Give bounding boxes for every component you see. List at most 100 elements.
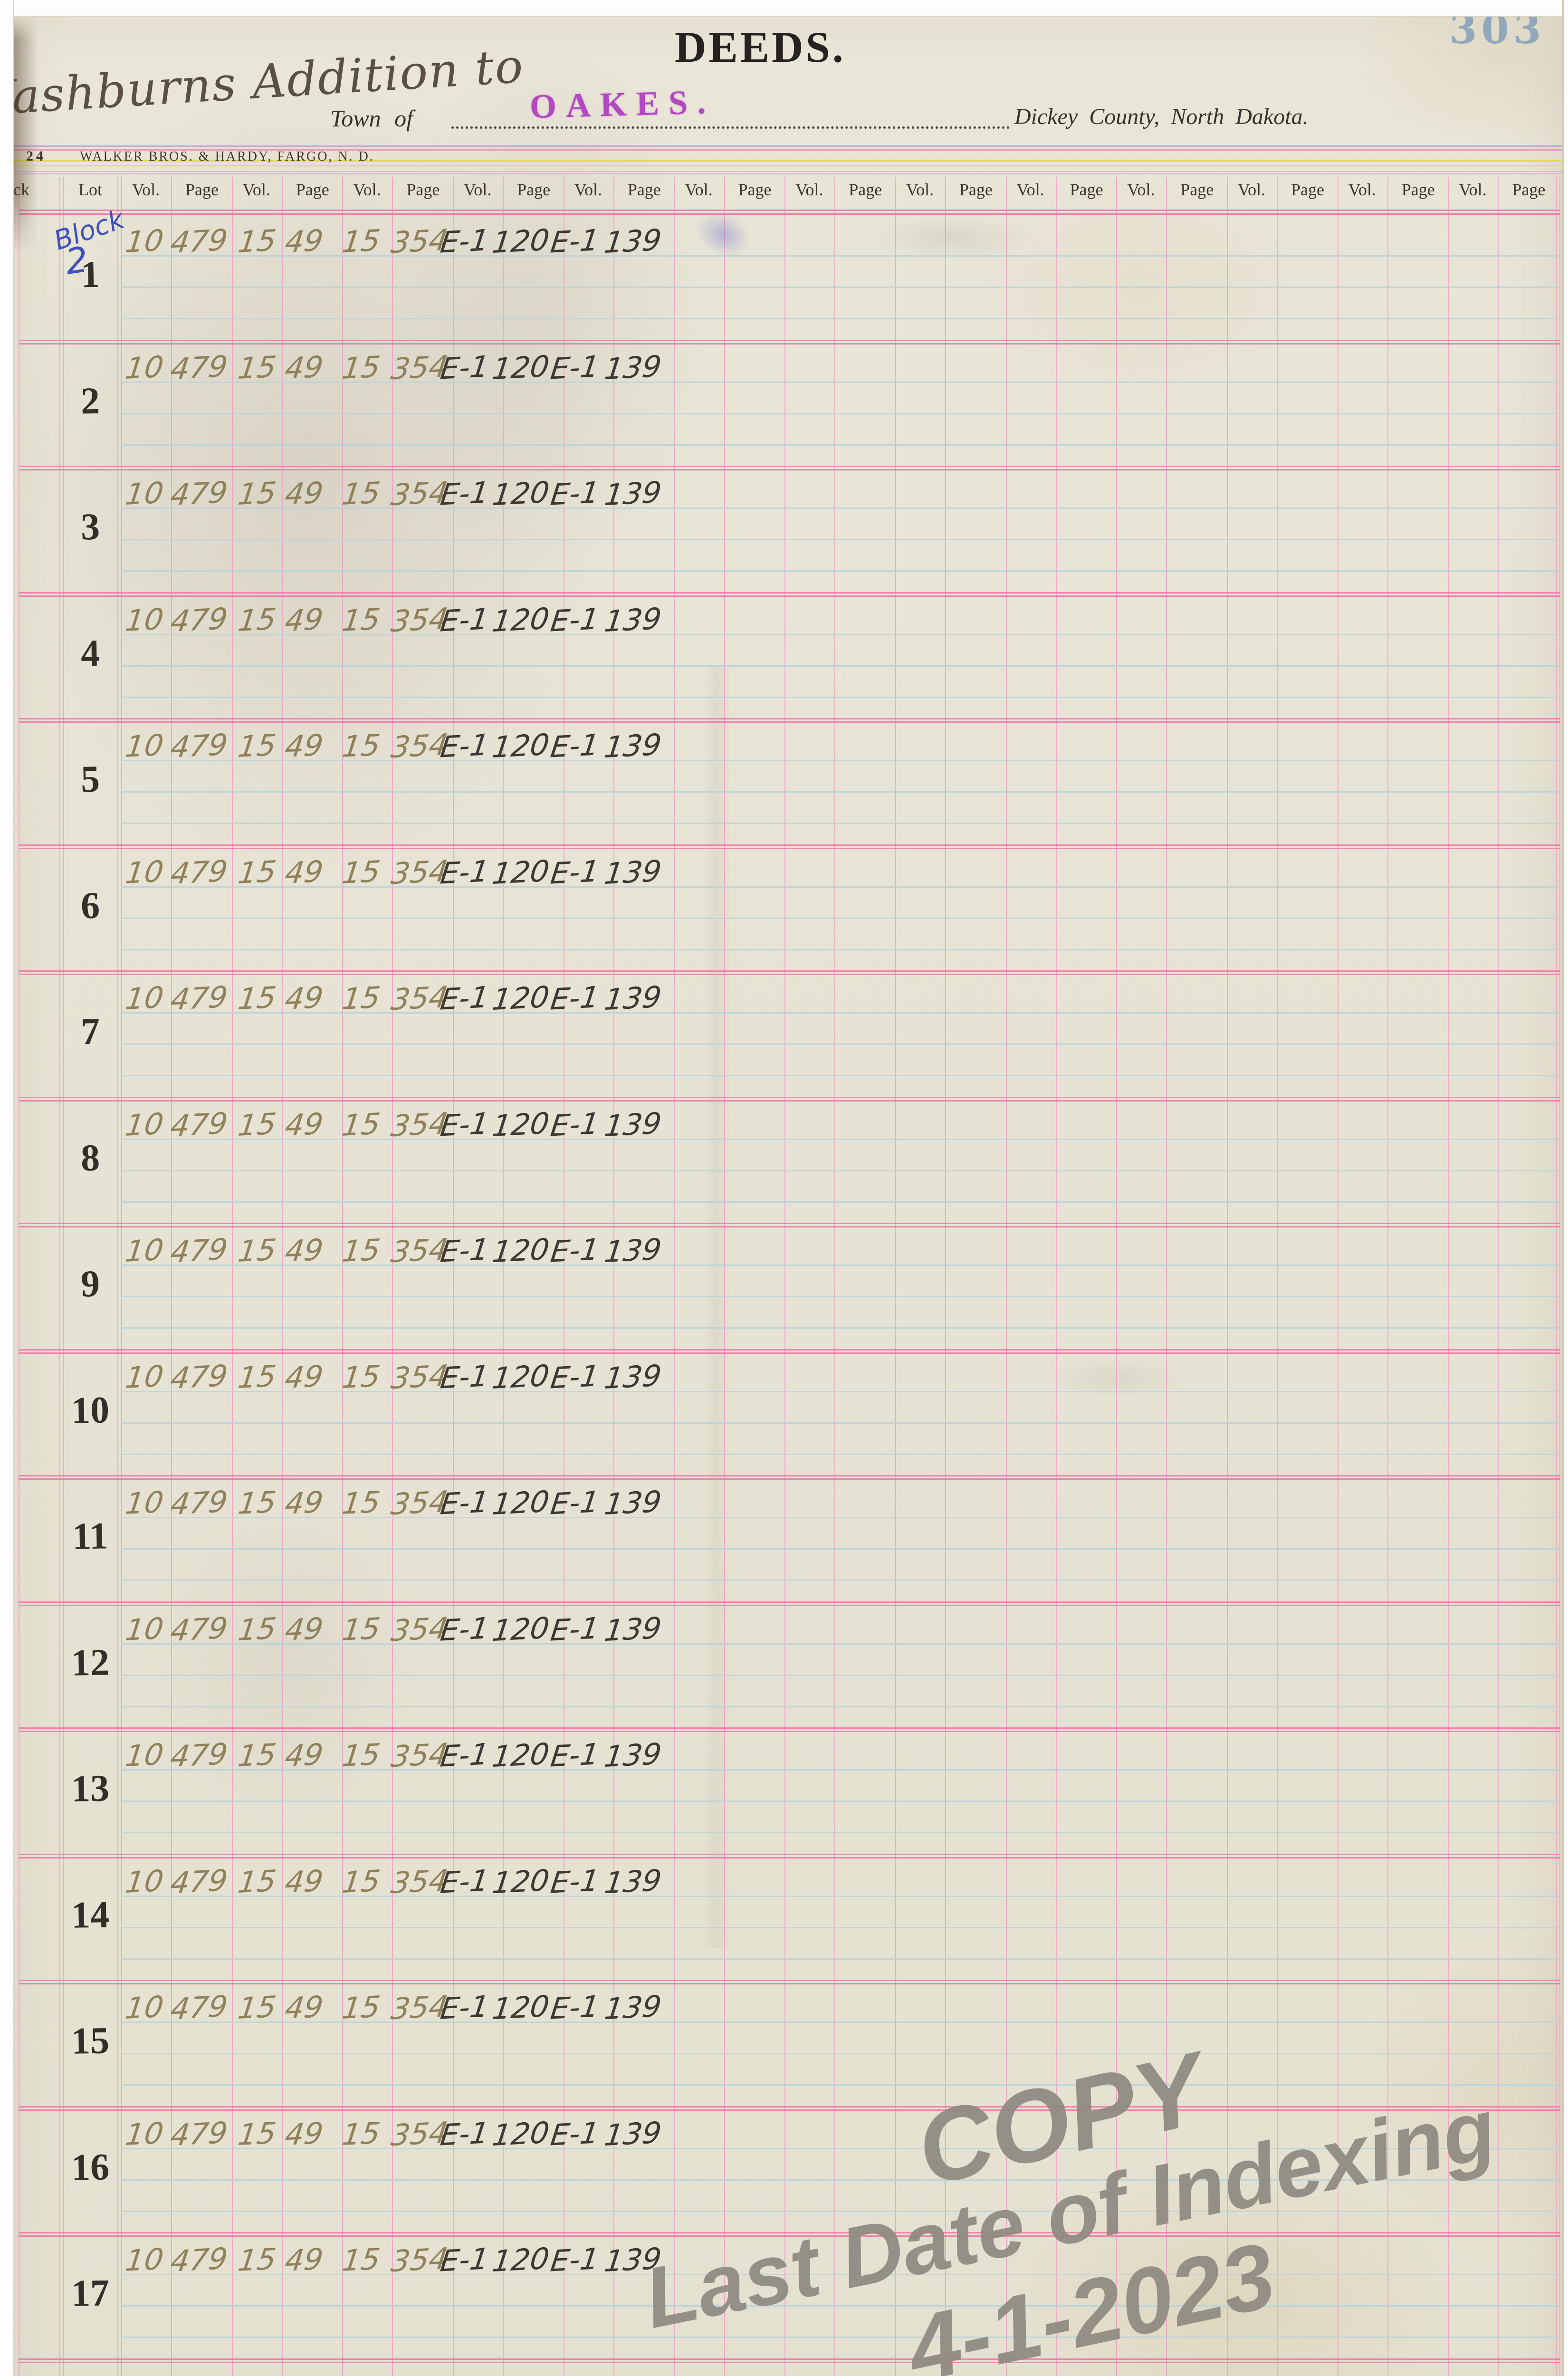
entry-vol: E-1 (438, 348, 491, 386)
gridline-vertical (117, 177, 118, 2376)
entry-page: 139 (602, 979, 664, 1017)
row-entries: 10 479 15 49 15 354 E-1 120 E-1 139 (0, 1349, 1568, 1475)
entry-vol: 15 (236, 2241, 278, 2279)
entry-vol: E-1 (548, 222, 602, 260)
entry-page: 139 (602, 1358, 664, 1396)
entry-page: 479 (168, 601, 230, 639)
ruled-line (121, 2305, 1558, 2307)
gridline-vertical (1055, 177, 1057, 2376)
ruled-line (121, 917, 1558, 919)
ruled-line (121, 287, 1558, 288)
gridline-vertical (453, 177, 454, 2376)
entry-page: 479 (168, 1484, 230, 1522)
row-entries: 10 479 15 49 15 354 E-1 120 E-1 139 (0, 1097, 1568, 1223)
ruled-line (121, 1801, 1558, 1802)
ruled-line (121, 255, 1558, 257)
row-entries: 10 479 15 49 15 354 E-1 120 E-1 139 (0, 1475, 1568, 1601)
entry-page: 49 (283, 1989, 325, 2026)
entry-vol: 15 (340, 222, 382, 260)
column-header-vol: Vol. (1127, 180, 1155, 199)
entry-vol: 10 (123, 1989, 166, 2026)
column-header-vol: Vol. (906, 180, 934, 199)
entry-vol: 15 (340, 727, 382, 765)
entry-vol: E-1 (548, 1862, 602, 1900)
entry-vol: 15 (340, 601, 382, 638)
ruled-line (121, 1044, 1558, 1045)
row-entries: 10 479 15 49 15 354 E-1 120 E-1 139 (0, 718, 1568, 844)
row-separator-line (19, 718, 1560, 719)
row-separator-line (19, 2232, 1560, 2233)
row-separator-line (19, 2109, 1560, 2111)
table-row: 14 10 479 15 49 15 354 E-1 120 E-1 139 (0, 1853, 1568, 1980)
ruled-line (121, 570, 1558, 572)
column-header-page: Page (738, 180, 772, 199)
row-separator-line (19, 974, 1560, 975)
entry-page: 49 (283, 1610, 325, 1648)
ruled-line (121, 318, 1558, 319)
entry-page: 139 (602, 1988, 664, 2027)
entry-page: 479 (168, 1610, 230, 1648)
entry-vol: E-1 (548, 2115, 602, 2153)
entry-page: 49 (283, 727, 325, 765)
row-entries (0, 2358, 1568, 2376)
row-entries: 10 479 15 49 15 354 E-1 120 E-1 139 (0, 1223, 1568, 1349)
table-row: 13 10 479 15 49 15 354 E-1 120 E-1 139 (0, 1727, 1568, 1854)
ruled-line (121, 1674, 1558, 1676)
row-separator-line (19, 1349, 1560, 1351)
row-entries: 10 479 15 49 15 354 E-1 120 E-1 139 (0, 1854, 1568, 1980)
column-header-page: Page (1070, 180, 1103, 199)
ruled-line (121, 1895, 1558, 1897)
entry-page: 479 (168, 348, 230, 386)
entry-vol: E-1 (548, 1358, 602, 1396)
entry-vol: 10 (123, 601, 166, 638)
row-entries: 10 479 15 49 15 354 E-1 120 E-1 139 (0, 592, 1568, 719)
entry-vol: 15 (236, 979, 278, 1017)
table-row: 10 10 479 15 49 15 354 E-1 120 E-1 139 (0, 1349, 1568, 1475)
column-header-page: Page (849, 180, 882, 199)
entry-vol: E-1 (438, 979, 491, 1017)
gridline-vertical (63, 177, 64, 2376)
entry-vol: 15 (340, 2241, 382, 2279)
gridline-vertical (503, 177, 504, 2376)
entry-vol: 15 (236, 727, 278, 765)
row-entries: 10 479 15 49 15 354 E-1 120 E-1 139 (0, 466, 1568, 592)
column-header-page: Page (1512, 180, 1546, 199)
row-entries: 10 479 15 49 15 354 E-1 120 E-1 139 (0, 340, 1568, 466)
table-row: 1 10 479 15 49 15 354 E-1 120 E-1 139 (0, 213, 1568, 340)
gridline-vertical (342, 177, 344, 2376)
entry-vol: E-1 (548, 979, 602, 1017)
table-row: 5 10 479 15 49 15 354 E-1 120 E-1 139 (0, 718, 1568, 844)
county-state-label: Dickey County, North Dakota. (1014, 104, 1309, 129)
plate-number: 24 (26, 148, 46, 164)
entry-vol: 15 (236, 1484, 278, 1522)
row-entries: 10 479 15 49 15 354 E-1 120 E-1 139 (0, 213, 1568, 340)
gridline-vertical (834, 177, 836, 2376)
entry-vol: 15 (340, 1484, 382, 1522)
entry-vol: E-1 (438, 1862, 491, 1900)
entry-vol: 10 (123, 1736, 166, 1774)
row-separator-line (19, 2235, 1560, 2237)
entry-page: 479 (168, 1988, 230, 2027)
ruled-line (121, 1138, 1558, 1140)
entry-page: 479 (168, 474, 230, 513)
row-separator-line (19, 1853, 1560, 1855)
entry-page: 479 (168, 853, 230, 891)
gridline-vertical (1559, 177, 1561, 2376)
column-header-page: Page (185, 180, 219, 199)
ruled-line (121, 2053, 1558, 2054)
entry-vol: E-1 (548, 1736, 602, 1774)
scan-edge-right (1562, 0, 1568, 2376)
row-separator-line (19, 595, 1560, 597)
row-separator-line (19, 1731, 1560, 1732)
entry-vol: 15 (340, 1863, 382, 1900)
row-separator-line (19, 1857, 1560, 1859)
ruled-line (121, 665, 1558, 667)
table-row: 17 10 479 15 49 15 354 E-1 120 E-1 139 (0, 2232, 1568, 2358)
entry-vol: E-1 (548, 601, 602, 639)
entry-page: 139 (602, 474, 664, 513)
row-entries: 10 479 15 49 15 354 E-1 120 E-1 139 (0, 970, 1568, 1097)
ruled-line (121, 1075, 1558, 1076)
gridline-vertical (945, 177, 946, 2376)
town-name-stamp: OAKES. (529, 82, 716, 126)
